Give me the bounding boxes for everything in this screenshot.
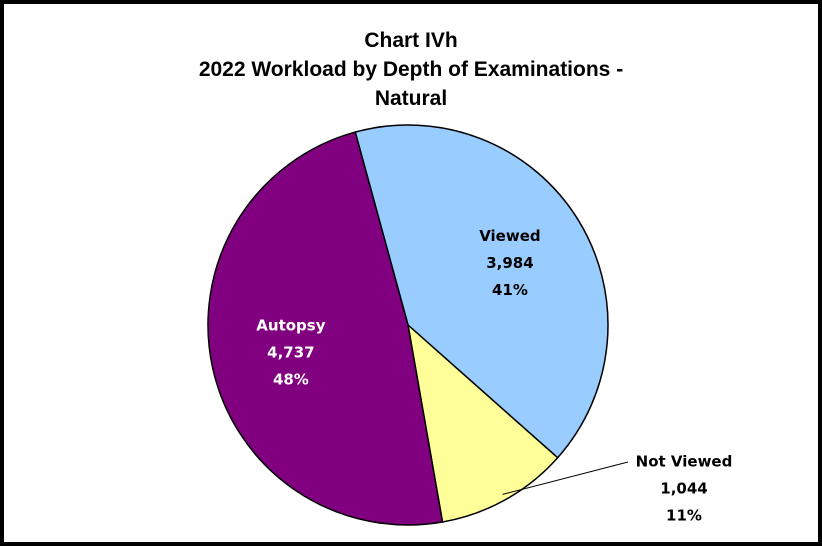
value-label: 1,044 bbox=[660, 480, 707, 498]
percent-label: 41% bbox=[492, 281, 528, 299]
pie-slice bbox=[354, 124, 609, 459]
category-label: Not Viewed bbox=[636, 453, 733, 471]
pie-slice bbox=[406, 323, 559, 523]
chart-subtitle: 2022 Workload by Depth of Examinations -… bbox=[198, 58, 624, 110]
value-label: 3,984 bbox=[486, 254, 533, 272]
chart-title: Chart IVh bbox=[364, 29, 458, 52]
titles: Chart IVh 2022 Workload by Depth of Exam… bbox=[4, 26, 818, 113]
category-label: Autopsy bbox=[256, 317, 325, 335]
pie-slice bbox=[207, 131, 444, 526]
leader-line bbox=[502, 461, 629, 495]
percent-label: 48% bbox=[273, 371, 309, 389]
percent-label: 11% bbox=[666, 507, 702, 525]
category-label: Viewed bbox=[479, 227, 540, 245]
value-label: 4,737 bbox=[267, 344, 314, 362]
pie-canvas: Viewed 3,984 41% Not Viewed 1,044 11% Autopsy 4… bbox=[207, 124, 733, 526]
